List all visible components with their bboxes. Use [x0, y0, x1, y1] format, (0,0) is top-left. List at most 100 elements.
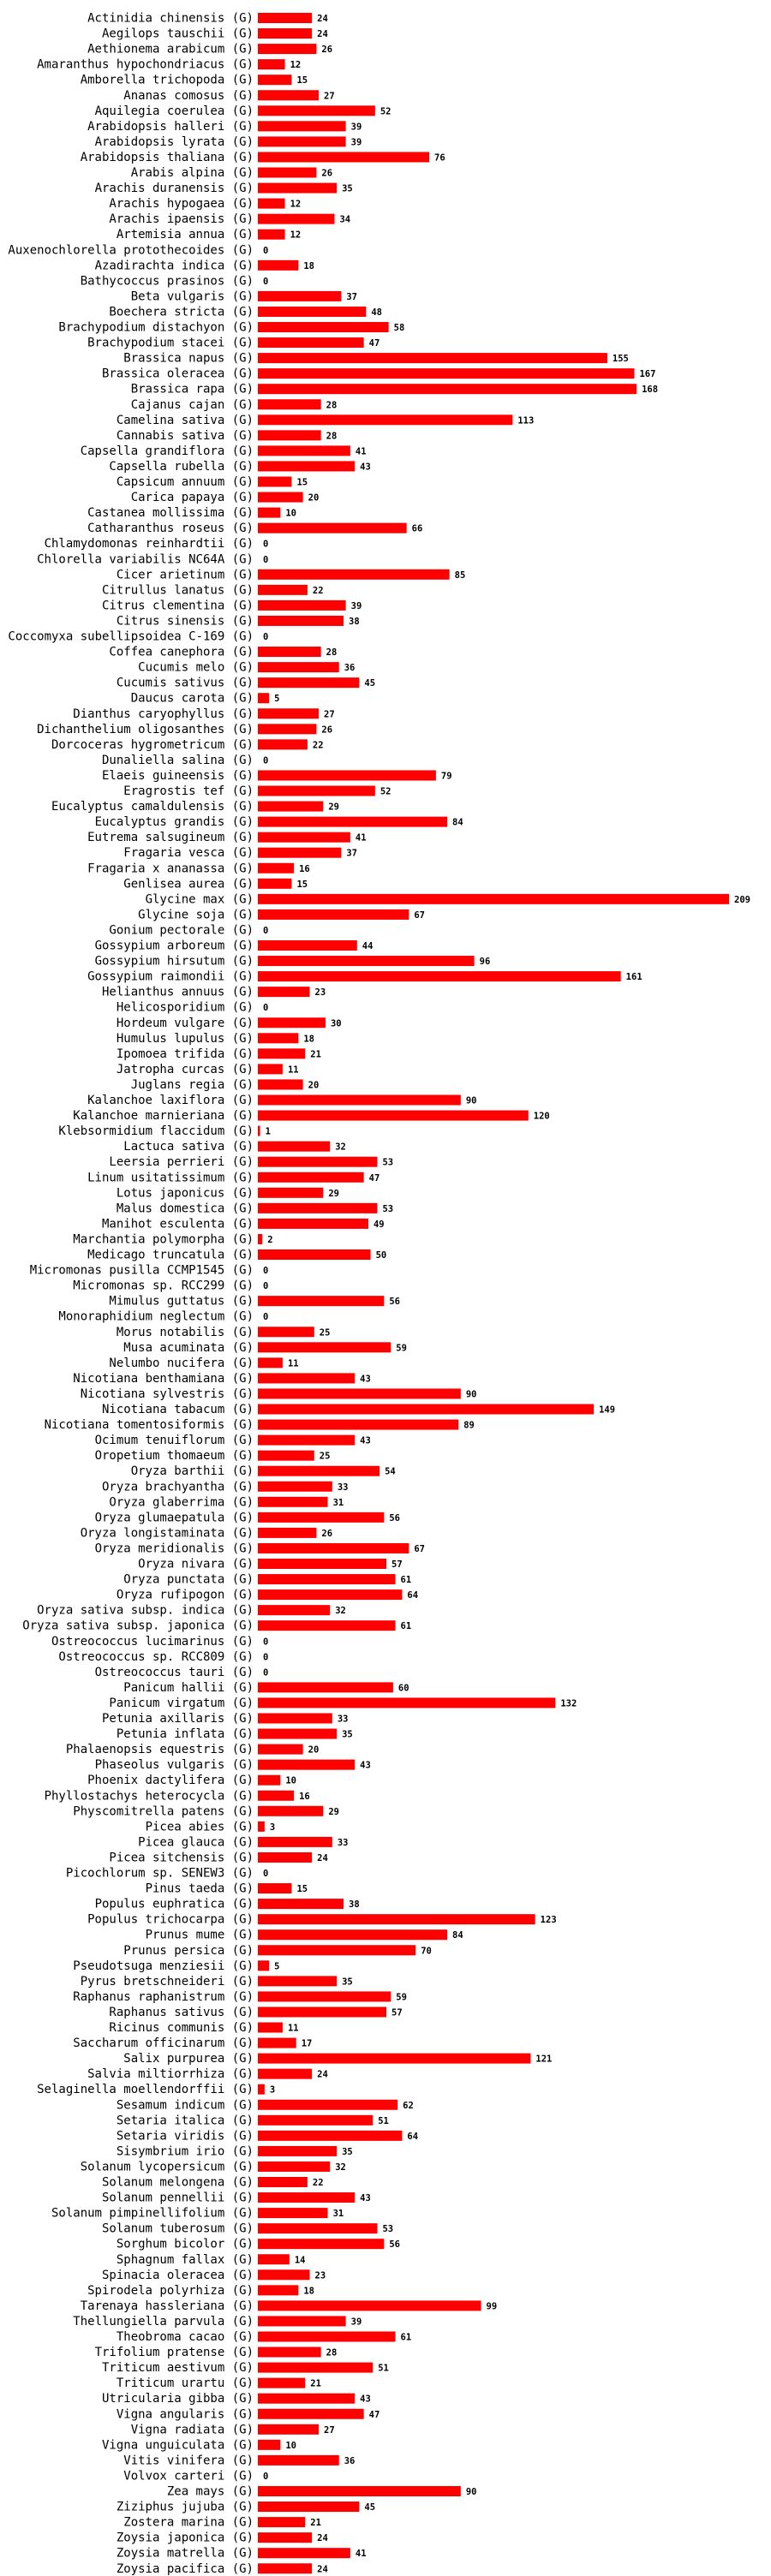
bar — [258, 2068, 313, 2079]
bar — [258, 476, 292, 487]
bar — [258, 893, 729, 904]
value-label: 29 — [328, 802, 339, 813]
bar — [258, 1589, 403, 1601]
bar — [258, 1542, 409, 1553]
category-label: Tarenaya hassleriana (G) — [81, 2299, 254, 2313]
category-label: Picea glauca (G) — [138, 1835, 254, 1849]
value-label: 35 — [342, 184, 353, 194]
bar — [258, 2192, 356, 2203]
value-label: 45 — [364, 678, 375, 689]
category-label: Elaeis guineensis (G) — [102, 769, 254, 783]
category-label: Aegilops tauschii (G) — [102, 27, 254, 41]
value-label: 18 — [303, 2286, 314, 2296]
value-label: 90 — [466, 1096, 477, 1106]
category-label: Solanum pennellii (G) — [102, 2191, 254, 2205]
bar — [258, 90, 320, 101]
category-label: Ricinus communis (G) — [109, 2021, 254, 2035]
bar — [258, 1960, 270, 1971]
value-label: 84 — [452, 1930, 463, 1941]
value-label: 47 — [369, 338, 380, 349]
category-label: Capsicum annuum (G) — [117, 475, 254, 489]
value-label: 64 — [407, 1590, 418, 1601]
category-label: Kalanchoe marnieriana (G) — [73, 1109, 254, 1123]
category-label: Chlorella variabilis NC64A (G) — [37, 552, 254, 566]
value-label: 149 — [599, 1405, 615, 1416]
category-label: Citrus sinensis (G) — [117, 614, 254, 628]
category-label: Vigna unguiculata (G) — [102, 2438, 254, 2452]
bar — [258, 2331, 396, 2342]
category-label: Pyrus bretschneideri (G) — [81, 1975, 254, 1989]
value-label: 5 — [274, 694, 279, 704]
value-label: 113 — [517, 415, 534, 426]
category-label: Panicum hallii (G) — [123, 1681, 254, 1695]
category-label: Picochlorum sp. SENEW3 (G) — [66, 1867, 254, 1881]
bar — [258, 1945, 416, 1956]
value-label: 47 — [369, 1173, 380, 1184]
value-label: 57 — [391, 1559, 403, 1570]
category-label: Zoysia pacifica (G) — [117, 2562, 254, 2576]
bar — [258, 2285, 299, 2296]
category-label: Cajanus cajan (G) — [131, 398, 254, 412]
category-label: Carica papaya (G) — [131, 491, 254, 504]
value-label: 36 — [344, 2456, 356, 2466]
bar — [258, 1713, 332, 1724]
value-label: 15 — [296, 75, 308, 86]
bar — [258, 306, 367, 317]
category-label: Gonium pectorale (G) — [109, 923, 254, 937]
value-label: 0 — [263, 277, 268, 287]
category-label: Solanum tuberosum (G) — [102, 2222, 254, 2236]
category-label: Gossypium hirsutum (G) — [95, 955, 254, 969]
bar — [258, 121, 346, 132]
bar — [258, 1697, 556, 1708]
value-label: 25 — [320, 1452, 331, 1462]
bar — [258, 2393, 356, 2404]
bar — [258, 971, 621, 982]
category-label: Oryza brachyantha (G) — [102, 1480, 254, 1494]
category-label: Glycine soja (G) — [138, 908, 254, 921]
category-label: Oryza meridionalis (G) — [95, 1541, 254, 1555]
value-label: 0 — [263, 1667, 268, 1678]
value-label: 2 — [267, 1235, 272, 1245]
value-label: 28 — [326, 400, 338, 410]
bar — [258, 2114, 374, 2126]
bar — [258, 1744, 303, 1755]
category-labels-group: Actinidia chinensis (G)Aegilops tauschii… — [8, 12, 254, 2576]
bar — [258, 167, 317, 178]
category-label: Marchantia polymorpha (G) — [73, 1232, 254, 1246]
category-label: Coffea canephora (G) — [109, 646, 254, 659]
bar — [258, 44, 317, 55]
category-label: Nicotiana sylvestris (G) — [81, 1387, 254, 1401]
bar — [258, 152, 429, 163]
category-label: Beta vulgaris (G) — [131, 289, 254, 303]
bar — [258, 2548, 350, 2559]
value-label: 24 — [317, 2564, 328, 2574]
category-label: Saccharum officinarum (G) — [73, 2036, 254, 2050]
value-label: 12 — [290, 60, 302, 70]
category-label: Capsella rubella (G) — [109, 460, 254, 474]
bar — [258, 105, 375, 116]
bar — [258, 1976, 338, 1987]
bar — [258, 337, 364, 349]
bar — [258, 461, 356, 472]
bar — [258, 615, 344, 626]
category-label: Oryza nivara (G) — [138, 1558, 254, 1571]
bar — [258, 1481, 332, 1492]
bar — [258, 1172, 364, 1183]
value-label: 50 — [376, 1250, 387, 1261]
value-label: 99 — [487, 2301, 498, 2311]
bar — [258, 1883, 292, 1894]
value-label: 12 — [290, 200, 302, 210]
bar — [258, 198, 285, 209]
value-label: 123 — [541, 1915, 557, 1925]
bar — [258, 785, 375, 796]
category-label: Sisymbrium irio (G) — [117, 2144, 254, 2158]
bar — [258, 1914, 535, 1925]
value-label: 29 — [328, 1189, 339, 1199]
bar — [258, 59, 285, 70]
value-label: 53 — [382, 2224, 393, 2234]
category-label: Amaranthus hypochondriacus (G) — [37, 58, 254, 72]
value-label: 10 — [285, 509, 296, 519]
category-label: Monoraphidium neglectum (G) — [58, 1310, 254, 1324]
bar — [258, 1419, 459, 1430]
bar — [258, 1327, 314, 1338]
